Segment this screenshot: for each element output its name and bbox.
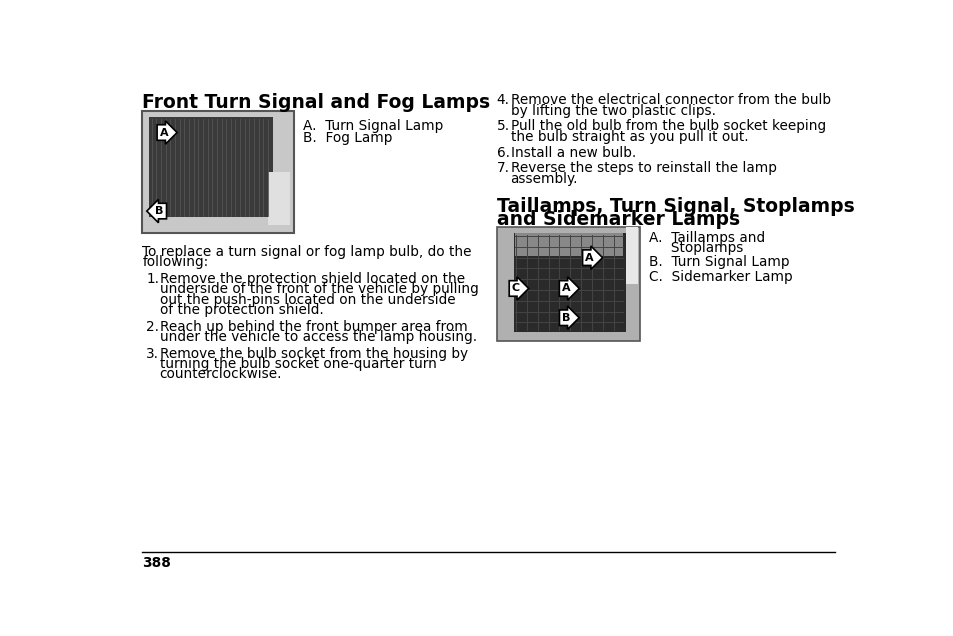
Text: by lifting the two plastic clips.: by lifting the two plastic clips. <box>510 104 715 118</box>
Text: B: B <box>155 206 164 216</box>
Text: Remove the bulb socket from the housing by: Remove the bulb socket from the housing … <box>159 347 467 361</box>
Text: and Sidemarker Lamps: and Sidemarker Lamps <box>497 209 739 228</box>
Bar <box>268 172 290 225</box>
Text: C: C <box>512 284 519 293</box>
Text: B.  Turn Signal Lamp: B. Turn Signal Lamp <box>649 255 789 269</box>
Text: Stoplamps: Stoplamps <box>649 241 743 255</box>
Text: A.  Taillamps and: A. Taillamps and <box>649 231 764 245</box>
Text: To replace a turn signal or fog lamp bulb, do the: To replace a turn signal or fog lamp bul… <box>142 245 472 259</box>
Text: B: B <box>561 313 570 322</box>
Text: A.  Turn Signal Lamp: A. Turn Signal Lamp <box>303 119 443 133</box>
Text: Front Turn Signal and Fog Lamps: Front Turn Signal and Fog Lamps <box>142 93 490 113</box>
Bar <box>142 111 294 233</box>
Text: 7.: 7. <box>497 162 509 176</box>
Bar <box>625 227 638 284</box>
Text: A: A <box>561 284 570 293</box>
Bar <box>513 233 625 331</box>
Text: A: A <box>160 128 169 137</box>
Text: 1.: 1. <box>146 272 159 286</box>
Bar <box>497 227 639 341</box>
Text: assembly.: assembly. <box>510 172 578 186</box>
Text: 4.: 4. <box>497 93 509 107</box>
Text: Remove the electrical connector from the bulb: Remove the electrical connector from the… <box>510 93 830 107</box>
Bar <box>515 233 622 256</box>
Text: 6.: 6. <box>497 146 509 160</box>
Text: 5.: 5. <box>497 120 509 134</box>
Text: under the vehicle to access the lamp housing.: under the vehicle to access the lamp hou… <box>159 330 476 344</box>
Text: underside of the front of the vehicle by pulling: underside of the front of the vehicle by… <box>159 282 477 296</box>
Text: of the protection shield.: of the protection shield. <box>159 303 323 317</box>
Text: B.  Fog Lamp: B. Fog Lamp <box>303 132 392 146</box>
Text: Install a new bulb.: Install a new bulb. <box>510 146 636 160</box>
Text: C.  Sidemarker Lamp: C. Sidemarker Lamp <box>649 270 792 284</box>
Text: turning the bulb socket one-quarter turn: turning the bulb socket one-quarter turn <box>159 357 436 371</box>
Text: 2.: 2. <box>146 320 159 334</box>
Text: Reverse the steps to reinstall the lamp: Reverse the steps to reinstall the lamp <box>510 162 776 176</box>
Text: Pull the old bulb from the bulb socket keeping: Pull the old bulb from the bulb socket k… <box>510 120 825 134</box>
Text: out the push-pins located on the underside: out the push-pins located on the undersi… <box>159 293 455 307</box>
Text: 3.: 3. <box>146 347 159 361</box>
Text: counterclockwise.: counterclockwise. <box>159 368 282 382</box>
Text: Reach up behind the front bumper area from: Reach up behind the front bumper area fr… <box>159 320 467 334</box>
Text: following:: following: <box>142 255 209 269</box>
Text: 388: 388 <box>142 556 172 570</box>
Bar <box>149 117 273 218</box>
Text: A: A <box>585 252 594 263</box>
Text: Remove the protection shield located on the: Remove the protection shield located on … <box>159 272 464 286</box>
Text: Taillamps, Turn Signal, Stoplamps: Taillamps, Turn Signal, Stoplamps <box>497 197 854 216</box>
Text: the bulb straight as you pull it out.: the bulb straight as you pull it out. <box>510 130 747 144</box>
